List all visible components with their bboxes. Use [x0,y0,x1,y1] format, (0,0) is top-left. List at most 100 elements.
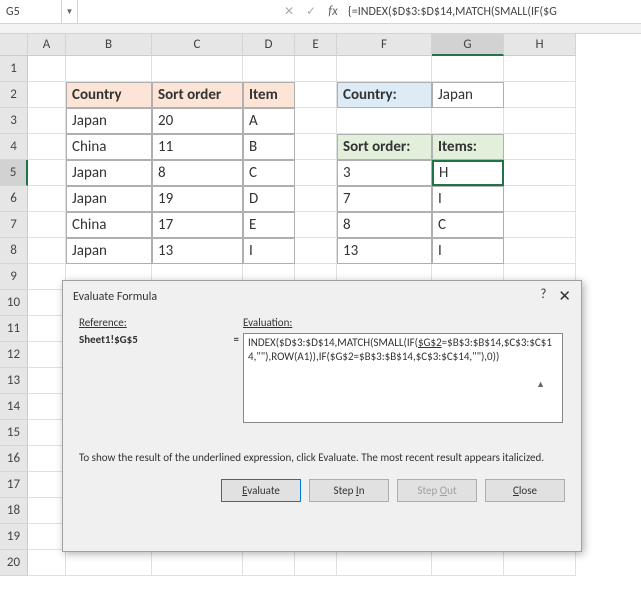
evaluate-button[interactable]: Evaluate [221,479,301,502]
step-in-button[interactable]: Step In [309,479,389,502]
cell[interactable]: D [243,186,295,212]
cell[interactable]: 7 [337,186,432,212]
cell[interactable] [28,160,66,186]
row-header[interactable]: 10 [0,290,28,316]
cell[interactable]: A [243,108,295,134]
cell[interactable] [295,108,337,134]
column-header[interactable]: A [28,34,66,56]
cell[interactable] [28,550,66,576]
cell[interactable] [28,82,66,108]
cell[interactable]: Japan [66,186,152,212]
cell[interactable]: 20 [152,108,243,134]
cell[interactable] [28,238,66,264]
cell[interactable] [28,290,66,316]
cell[interactable] [504,238,576,264]
cell[interactable]: I [432,186,504,212]
cell[interactable] [28,472,66,498]
cell[interactable] [28,316,66,342]
row-header[interactable]: 17 [0,472,28,498]
close-icon[interactable]: ✕ [558,287,571,306]
cell[interactable]: Country [66,82,152,108]
column-header[interactable]: D [243,34,295,56]
cell[interactable]: Japan [432,82,504,108]
cell[interactable] [28,368,66,394]
cell[interactable] [504,56,576,82]
cell[interactable]: 3 [337,160,432,186]
row-header[interactable]: 6 [0,186,28,212]
cell[interactable] [504,134,576,160]
cell[interactable]: Sort order [152,82,243,108]
cell[interactable]: Japan [66,108,152,134]
cell[interactable]: 19 [152,186,243,212]
cell[interactable] [504,186,576,212]
dialog-title-bar[interactable]: Evaluate Formula ? ✕ [63,281,581,312]
row-header[interactable]: 5 [0,160,28,186]
cell[interactable] [28,446,66,472]
cell[interactable] [295,238,337,264]
close-button[interactable]: Close [485,479,565,502]
cell[interactable]: I [432,238,504,264]
cell[interactable] [28,56,66,82]
row-header[interactable]: 12 [0,342,28,368]
column-header[interactable]: E [295,34,337,56]
fx-icon[interactable]: fx [322,0,344,23]
row-header[interactable]: 4 [0,134,28,160]
cell[interactable]: E [243,212,295,238]
column-header[interactable]: C [152,34,243,56]
cell[interactable] [243,56,295,82]
row-header[interactable]: 14 [0,394,28,420]
cell[interactable] [66,550,152,576]
cell[interactable] [504,82,576,108]
cell[interactable] [28,186,66,212]
scroll-up-icon[interactable]: ▲ [536,379,545,390]
cell[interactable] [28,394,66,420]
cell[interactable]: China [66,134,152,160]
row-header[interactable]: 18 [0,498,28,524]
cell[interactable] [295,134,337,160]
row-header[interactable]: 20 [0,550,28,576]
cell[interactable]: 8 [152,160,243,186]
row-header[interactable]: 11 [0,316,28,342]
cell[interactable]: 11 [152,134,243,160]
name-box[interactable]: G5 [0,0,62,23]
cell[interactable] [295,550,337,576]
cell[interactable]: Items: [432,134,504,160]
cell[interactable]: 13 [152,238,243,264]
column-header[interactable]: B [66,34,152,56]
row-header[interactable]: 13 [0,368,28,394]
cell[interactable] [28,264,66,290]
cell[interactable] [504,108,576,134]
cell[interactable]: 17 [152,212,243,238]
column-header[interactable]: H [504,34,576,56]
cell[interactable] [432,56,504,82]
cell[interactable] [28,420,66,446]
cell[interactable]: H [432,160,504,186]
cell[interactable]: Japan [66,238,152,264]
cell[interactable]: Item [243,82,295,108]
cell[interactable]: Sort order: [337,134,432,160]
name-box-dropdown-icon[interactable]: ▼ [62,0,78,23]
row-header[interactable]: 8 [0,238,28,264]
cell[interactable]: B [243,134,295,160]
row-header[interactable]: 19 [0,524,28,550]
cell[interactable] [28,212,66,238]
cell[interactable] [337,56,432,82]
cell[interactable] [28,342,66,368]
row-header[interactable]: 1 [0,56,28,82]
cell[interactable]: China [66,212,152,238]
cell[interactable] [432,550,504,576]
cell[interactable]: Country: [337,82,432,108]
cell[interactable] [504,212,576,238]
cell[interactable] [504,550,576,576]
cell[interactable] [337,108,432,134]
cell[interactable] [243,550,295,576]
cell[interactable] [28,524,66,550]
cell[interactable] [504,160,576,186]
cell[interactable] [152,550,243,576]
cell[interactable] [295,186,337,212]
cell[interactable]: C [243,160,295,186]
cell[interactable] [66,56,152,82]
cell[interactable] [152,56,243,82]
help-icon[interactable]: ? [540,287,546,306]
row-header[interactable]: 3 [0,108,28,134]
